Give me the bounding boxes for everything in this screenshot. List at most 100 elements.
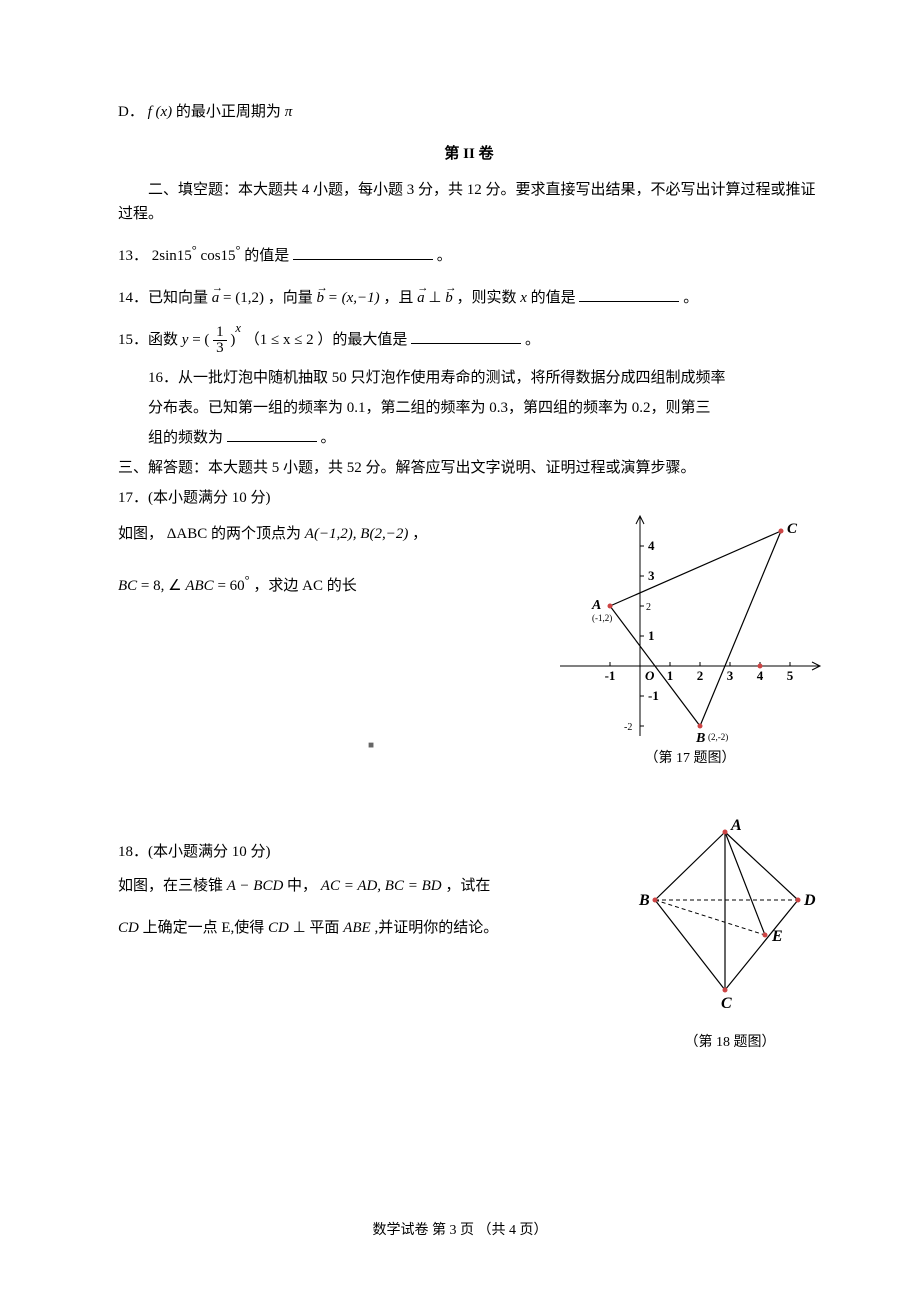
svg-text:O: O [645,668,655,683]
q14-bval: = (x,−1) [328,290,380,306]
q14-text: 的值是 [531,290,576,306]
q17-figure: -112345134-12-2OA(-1,2)B(2,-2)C （第 17 题图… [560,516,820,770]
svg-text:3: 3 [727,668,734,683]
q18-l2b: 上确定一点 E,使得 [143,920,265,936]
q16-l1: 16．从一批灯泡中随机抽取 50 只灯泡作使用寿命的测试，将所得数据分成四组制成… [148,366,820,390]
q17-l2b: = 8, ∠ [141,578,182,594]
svg-text:1: 1 [667,668,674,683]
q14-a2: a [417,286,425,310]
q15-period: 。 [525,332,540,348]
q14-mid3: ，则实数 [456,290,520,306]
q18-caption: （第 18 题图） [640,1032,820,1054]
q13-expr2: cos15 [201,248,236,264]
page-footer: 数学试卷 第 3 页 （共 4 页） [0,1220,920,1242]
svg-text:E: E [771,928,783,945]
svg-text:A: A [591,598,601,613]
q17-l1a: 如图， [118,526,163,542]
q13: 13． 2sin15° cos15° 的值是 。 [118,240,820,268]
q16: 16．从一批灯泡中随机抽取 50 只灯泡作使用寿命的测试，将所得数据分成四组制成… [118,366,820,450]
q14-mid2: ，且 [383,290,413,306]
q18-text: 18．(本小题满分 10 分) 如图，在三棱锥 A − BCD 中， AC = … [118,840,640,946]
q15-eq: = ( [192,332,209,348]
q13-text: 的值是 [244,248,289,264]
q13-blank[interactable] [293,245,433,260]
svg-text:3: 3 [648,568,655,583]
q14-b: b [316,286,324,310]
svg-text:C: C [721,995,732,1012]
q14-period: 。 [683,290,698,306]
svg-text:1: 1 [648,628,655,643]
q17-l2d: = 60 [217,578,244,594]
q15-num: 15．函数 [118,332,182,348]
q18-svg: A B C D E [640,820,820,1020]
svg-text:B: B [638,892,650,909]
q14-x: x [520,290,527,306]
q15-frac: 1 3 [213,325,227,356]
svg-text:D: D [803,892,816,909]
q18-l1b: 中， [287,878,317,894]
q18-l2a: CD [118,920,139,936]
q18-eq1: AC = AD, BC = BD [321,878,442,894]
option-d-label: D． [118,104,144,120]
q13-num: 13． [118,248,148,264]
q16-period: 。 [321,430,336,446]
option-d-fx: f (x) [148,104,173,120]
q15-blank[interactable] [411,329,521,344]
q18-l1c: ，试在 [445,878,490,894]
option-d-text: 的最小正周期为 [176,104,281,120]
q15-y: y [182,332,189,348]
q13-deg2: ° [236,243,241,257]
q15-exp: x [235,321,241,335]
svg-text:C: C [787,521,798,537]
q14-aval: = (1,2) [223,290,264,306]
q16-blank[interactable] [227,427,317,442]
q14-perp: ⊥ [428,290,445,306]
q13-period: 。 [437,248,452,264]
q18-l2c: CD [268,920,289,936]
q14-blank[interactable] [579,287,679,302]
q14-a: a [212,286,220,310]
q17-tri: ΔABC [167,526,208,542]
svg-text:4: 4 [648,538,655,553]
section-3-intro: 三、解答题：本大题共 5 小题，共 52 分。解答应写出文字说明、证明过程或演算… [118,456,820,480]
q18-abcd: A − BCD [227,878,284,894]
q18-l2d: ⊥ 平面 [293,920,340,936]
q15-frac-den: 3 [213,341,227,356]
section-2-intro: 二、填空题：本大题共 4 小题，每小题 3 分，共 12 分。要求直接写出结果，… [118,178,820,226]
svg-text:-2: -2 [624,722,632,733]
q18-l2f: ,并证明你的结论。 [374,920,498,936]
option-d-pi: π [285,104,293,120]
svg-text:2: 2 [697,668,704,683]
section-2-header: 第 II 卷 [118,142,820,166]
q15-frac-num: 1 [213,325,227,341]
q15-range: （1 ≤ x ≤ 2 ）的最大值是 [245,332,408,348]
svg-text:A: A [730,817,742,834]
q17-pts: A(−1,2), B(2,−2) [305,526,409,542]
q17-text: 如图， ΔABC 的两个顶点为 A(−1,2), B(2,−2) ， BC = … [118,516,560,754]
q16-l2: 分布表。已知第一组的频率为 0.1，第二组的频率为 0.3，第四组的频率为 0.… [148,396,820,420]
q18-row: 18．(本小题满分 10 分) 如图，在三棱锥 A − BCD 中， AC = … [118,840,820,1054]
q14-b2: b [445,286,453,310]
q18-header: 18．(本小题满分 10 分) [118,840,640,864]
q13-deg1: ° [192,243,197,257]
q17-caption: （第 17 题图） [560,748,820,770]
q17-l2c: ABC [185,578,213,594]
q18-figure: A B C D E （第 18 题图） [640,820,820,1054]
q14-num: 14．已知向量 [118,290,208,306]
q16-l3-wrap: 组的频数为 。 [148,426,820,450]
q18-l2e: ABE [343,920,371,936]
svg-text:B: B [695,731,705,746]
svg-text:5: 5 [787,668,794,683]
svg-text:-1: -1 [605,668,616,683]
q17-l2e: ，求边 AC 的长 [253,578,356,594]
q17-row: 如图， ΔABC 的两个顶点为 A(−1,2), B(2,−2) ， BC = … [118,516,820,770]
q17-l1c: ， [412,526,427,542]
q16-l3: 组的频数为 [148,430,223,446]
mid-dot: ■ [368,738,560,754]
q17-l2a: BC [118,578,137,594]
q13-expr1: 2sin15 [152,248,192,264]
q18-l1a: 如图，在三棱锥 [118,878,227,894]
q17-l1b: 的两个顶点为 [211,526,305,542]
svg-text:2: 2 [646,602,651,613]
svg-text:4: 4 [757,668,764,683]
